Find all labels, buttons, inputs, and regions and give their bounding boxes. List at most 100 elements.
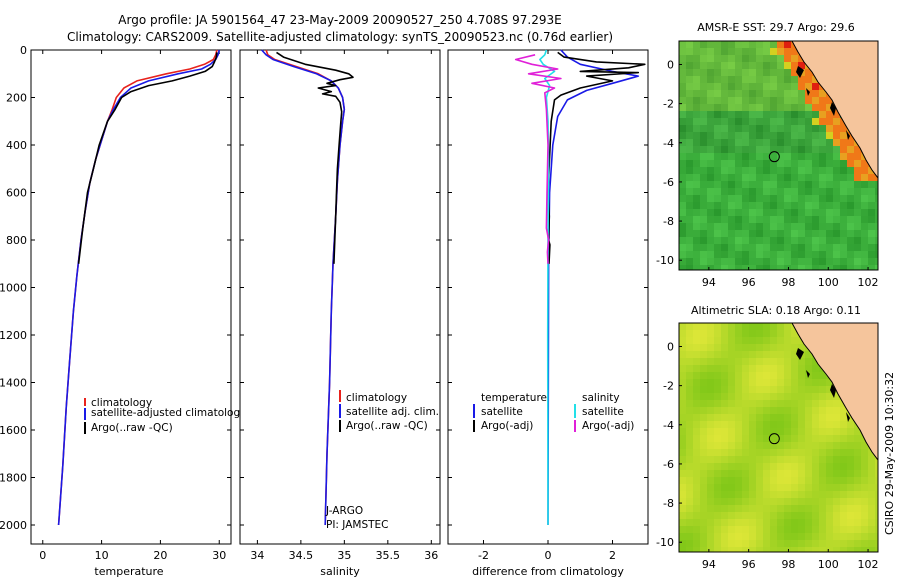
map-cell — [784, 456, 792, 464]
map-cell — [770, 344, 778, 352]
map-cell — [784, 379, 792, 387]
map-cell — [728, 463, 736, 471]
map-cell — [742, 547, 750, 552]
map-cell — [686, 48, 694, 56]
map-cell — [847, 512, 855, 520]
map-cell — [805, 365, 813, 373]
map-cell — [798, 505, 806, 513]
map-cell — [847, 258, 855, 266]
map-cell — [763, 470, 771, 478]
map-cell — [798, 491, 806, 499]
map-cell — [791, 540, 799, 548]
map-cell — [875, 498, 878, 506]
map-cell — [847, 428, 855, 436]
map-cell — [784, 111, 792, 119]
map-cell — [728, 139, 736, 147]
map-cell — [805, 76, 813, 84]
map-cell — [826, 519, 834, 527]
map-cell — [742, 251, 750, 259]
map-cell — [819, 132, 827, 140]
map-cell — [728, 533, 736, 541]
map-cell — [742, 216, 750, 224]
map-cell — [714, 265, 722, 270]
map-cell — [700, 97, 708, 105]
map-cell — [770, 428, 778, 436]
map-cell — [868, 167, 876, 175]
map-cell — [756, 48, 764, 56]
map-cell — [714, 379, 722, 387]
map-cell — [756, 463, 764, 471]
map-cell — [833, 251, 841, 259]
map-cell — [833, 456, 841, 464]
map-cell — [826, 216, 834, 224]
map-cell — [714, 258, 722, 266]
map-cell — [770, 449, 778, 457]
map-cell — [728, 526, 736, 534]
map-cell — [763, 104, 771, 112]
map-cell — [854, 160, 862, 168]
map-cell — [854, 456, 862, 464]
map-cell — [861, 209, 869, 217]
map-cell — [833, 160, 841, 168]
map-y-tick-label: -4 — [663, 137, 674, 150]
map-cell — [763, 90, 771, 98]
map-cell — [679, 414, 687, 422]
map-cell — [847, 230, 855, 238]
map-cell — [812, 83, 820, 91]
map-cell — [735, 365, 743, 373]
map-cell — [805, 69, 813, 77]
sst-map-panel: AMSR-E SST: 29.7 Argo: 29.6 94 96 98 100 102… — [656, 21, 879, 289]
map-cell — [812, 421, 820, 429]
map-cell — [756, 372, 764, 380]
map-cell — [875, 195, 878, 203]
map-cell — [679, 442, 687, 450]
map-cell — [861, 547, 869, 552]
map-cell — [714, 484, 722, 492]
map-cell — [791, 547, 799, 552]
map-cell — [791, 104, 799, 112]
map-cell — [742, 230, 750, 238]
map-cell — [749, 330, 757, 338]
map-cell — [784, 181, 792, 189]
map-cell — [833, 533, 841, 541]
map-cell — [805, 244, 813, 252]
map-cell — [707, 160, 715, 168]
map-cell — [742, 237, 750, 245]
map-cell — [707, 90, 715, 98]
map-cell — [847, 153, 855, 161]
map-cell — [693, 498, 701, 506]
map-cell — [868, 258, 876, 266]
map-cell — [833, 125, 841, 133]
map-cell — [742, 386, 750, 394]
map-cell — [693, 512, 701, 520]
map-cell — [798, 62, 806, 70]
map-cell — [735, 407, 743, 415]
map-cell — [735, 533, 743, 541]
map-cell — [798, 111, 806, 119]
map-cell — [791, 533, 799, 541]
map-cell — [777, 55, 785, 63]
map-cell — [791, 244, 799, 252]
map-cell — [777, 139, 785, 147]
map-cell — [812, 470, 820, 478]
map-cell — [770, 337, 778, 345]
map-cell — [721, 209, 729, 217]
map-cell — [826, 139, 834, 147]
map-cell — [805, 449, 813, 457]
sst-map-frame — [678, 40, 879, 271]
map-cell — [826, 505, 834, 513]
map-cell — [833, 491, 841, 499]
map-cell — [763, 62, 771, 70]
map-cell — [686, 223, 694, 231]
map-cell — [735, 414, 743, 422]
map-cell — [763, 351, 771, 359]
map-cell — [805, 491, 813, 499]
map-cell — [847, 470, 855, 478]
map-cell — [798, 372, 806, 380]
map-cell — [749, 111, 757, 119]
map-cell — [756, 223, 764, 231]
map-cell — [728, 344, 736, 352]
map-cell — [763, 505, 771, 513]
map-cell — [798, 146, 806, 154]
map-cell — [805, 379, 813, 387]
